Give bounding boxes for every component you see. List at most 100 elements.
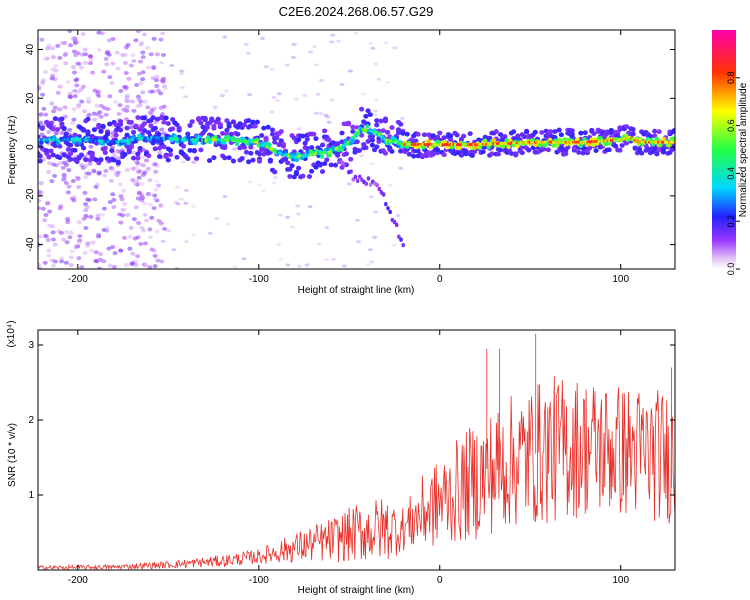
heat-cell	[285, 263, 291, 267]
heat-cell	[154, 179, 160, 183]
heat-cell	[92, 88, 98, 93]
heat-cell	[130, 129, 137, 135]
heat-cell	[157, 154, 163, 159]
snr-ylabel: SNR (10 * v/v)	[7, 423, 18, 487]
heat-cell	[232, 147, 238, 151]
heat-cell	[47, 161, 53, 166]
heat-cell	[105, 107, 111, 112]
heat-cell	[392, 219, 397, 225]
heat-cell	[140, 195, 146, 200]
heat-cell	[247, 180, 253, 184]
heat-cell	[163, 87, 169, 91]
heat-cell	[369, 162, 375, 166]
heat-cell	[113, 122, 119, 128]
heat-cell	[148, 111, 154, 116]
heat-cell	[269, 131, 276, 137]
heat-cell	[180, 143, 187, 149]
heat-cell	[150, 140, 156, 146]
heat-cell	[274, 135, 280, 141]
heat-cell	[211, 125, 217, 131]
heat-cell	[89, 248, 95, 253]
heat-cell	[376, 77, 382, 81]
heat-cell	[617, 125, 623, 131]
heat-cell	[324, 157, 330, 163]
heat-cell	[250, 119, 256, 125]
heat-cell	[158, 223, 164, 227]
heat-cell	[135, 169, 141, 174]
heat-cell	[380, 128, 386, 134]
heat-cell	[272, 139, 278, 145]
heat-cell	[161, 119, 167, 125]
heat-cell	[325, 115, 331, 119]
heat-cell	[38, 158, 43, 164]
heat-cell	[46, 169, 52, 174]
heat-cell	[325, 147, 330, 152]
heat-cell	[207, 231, 213, 235]
heat-cell	[313, 111, 319, 115]
heat-cell	[123, 85, 129, 90]
heat-cell	[154, 229, 160, 234]
snr-multiplier: (x10⁴)	[6, 320, 17, 347]
heat-cell	[58, 230, 64, 235]
heat-cell	[285, 160, 291, 166]
heat-cell	[82, 47, 88, 52]
heat-cell	[72, 94, 78, 99]
heat-cell	[375, 182, 379, 188]
heat-cell	[154, 116, 161, 122]
heat-cell	[71, 198, 77, 203]
heat-cell	[364, 181, 369, 187]
heat-cell	[103, 56, 109, 61]
heat-cell	[278, 138, 284, 144]
heat-cell	[96, 124, 102, 130]
heat-cell	[50, 152, 56, 158]
heat-cell	[276, 92, 282, 96]
heat-cell	[239, 156, 245, 161]
heat-cell	[558, 145, 564, 150]
x-tick-label: -200	[68, 274, 88, 285]
heat-cell	[115, 160, 121, 166]
heat-cell	[44, 148, 50, 154]
heat-cell	[38, 123, 41, 128]
heat-cell	[243, 149, 250, 155]
heat-cell	[190, 204, 196, 208]
heat-cell	[104, 228, 110, 233]
heat-cell	[98, 157, 104, 163]
heat-cell	[225, 222, 231, 226]
heat-cell	[134, 82, 140, 87]
heat-cell	[580, 150, 586, 156]
heat-cell	[117, 119, 124, 124]
heat-cell	[263, 137, 269, 143]
heat-cell	[243, 154, 249, 158]
heat-cell	[91, 169, 97, 174]
heat-cell	[63, 51, 69, 56]
heat-cell	[71, 195, 77, 200]
heat-cell	[61, 126, 67, 132]
heat-cell	[66, 184, 72, 189]
heat-cell	[248, 144, 254, 150]
heat-cell	[143, 158, 149, 163]
heat-cell	[645, 146, 651, 152]
heat-cell	[113, 132, 119, 138]
heat-cell	[388, 209, 392, 215]
heat-cell	[235, 131, 241, 137]
heat-cell	[98, 114, 104, 119]
heat-cell	[256, 151, 263, 157]
colorbar-tick-label: 0.2	[726, 215, 736, 228]
heat-cell	[278, 257, 284, 261]
heat-cell	[607, 141, 613, 146]
heat-cell	[532, 129, 538, 135]
heat-cell	[630, 126, 636, 132]
heat-cell	[209, 116, 215, 122]
heat-cell	[159, 61, 165, 65]
heat-cell	[87, 161, 93, 166]
heat-cell	[49, 76, 55, 81]
heat-cell	[68, 43, 74, 48]
snr-frame	[37, 329, 676, 571]
heat-cell	[38, 153, 43, 159]
heat-cell	[130, 53, 136, 58]
heat-cell	[179, 85, 185, 89]
heat-cell	[287, 166, 293, 172]
heat-cell	[42, 260, 48, 265]
y-tick-label: 40	[25, 44, 36, 56]
heat-cell	[656, 129, 662, 135]
